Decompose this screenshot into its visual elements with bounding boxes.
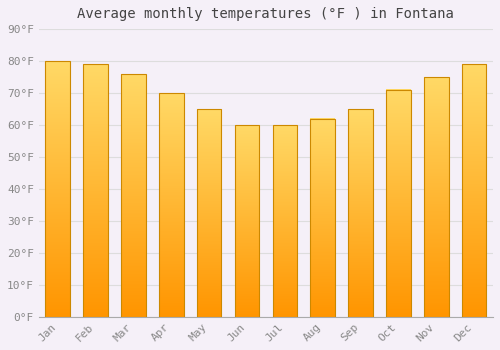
Bar	[121, 74, 146, 317]
Bar	[159, 93, 184, 317]
Bar	[84, 64, 108, 317]
Title: Average monthly temperatures (°F ) in Fontana: Average monthly temperatures (°F ) in Fo…	[78, 7, 454, 21]
Bar	[462, 64, 486, 317]
Bar	[272, 125, 297, 317]
Bar	[310, 119, 335, 317]
Bar	[386, 90, 410, 317]
Bar	[46, 61, 70, 317]
Bar	[348, 109, 373, 317]
Bar	[197, 109, 222, 317]
Bar	[424, 77, 448, 317]
Bar	[234, 125, 260, 317]
